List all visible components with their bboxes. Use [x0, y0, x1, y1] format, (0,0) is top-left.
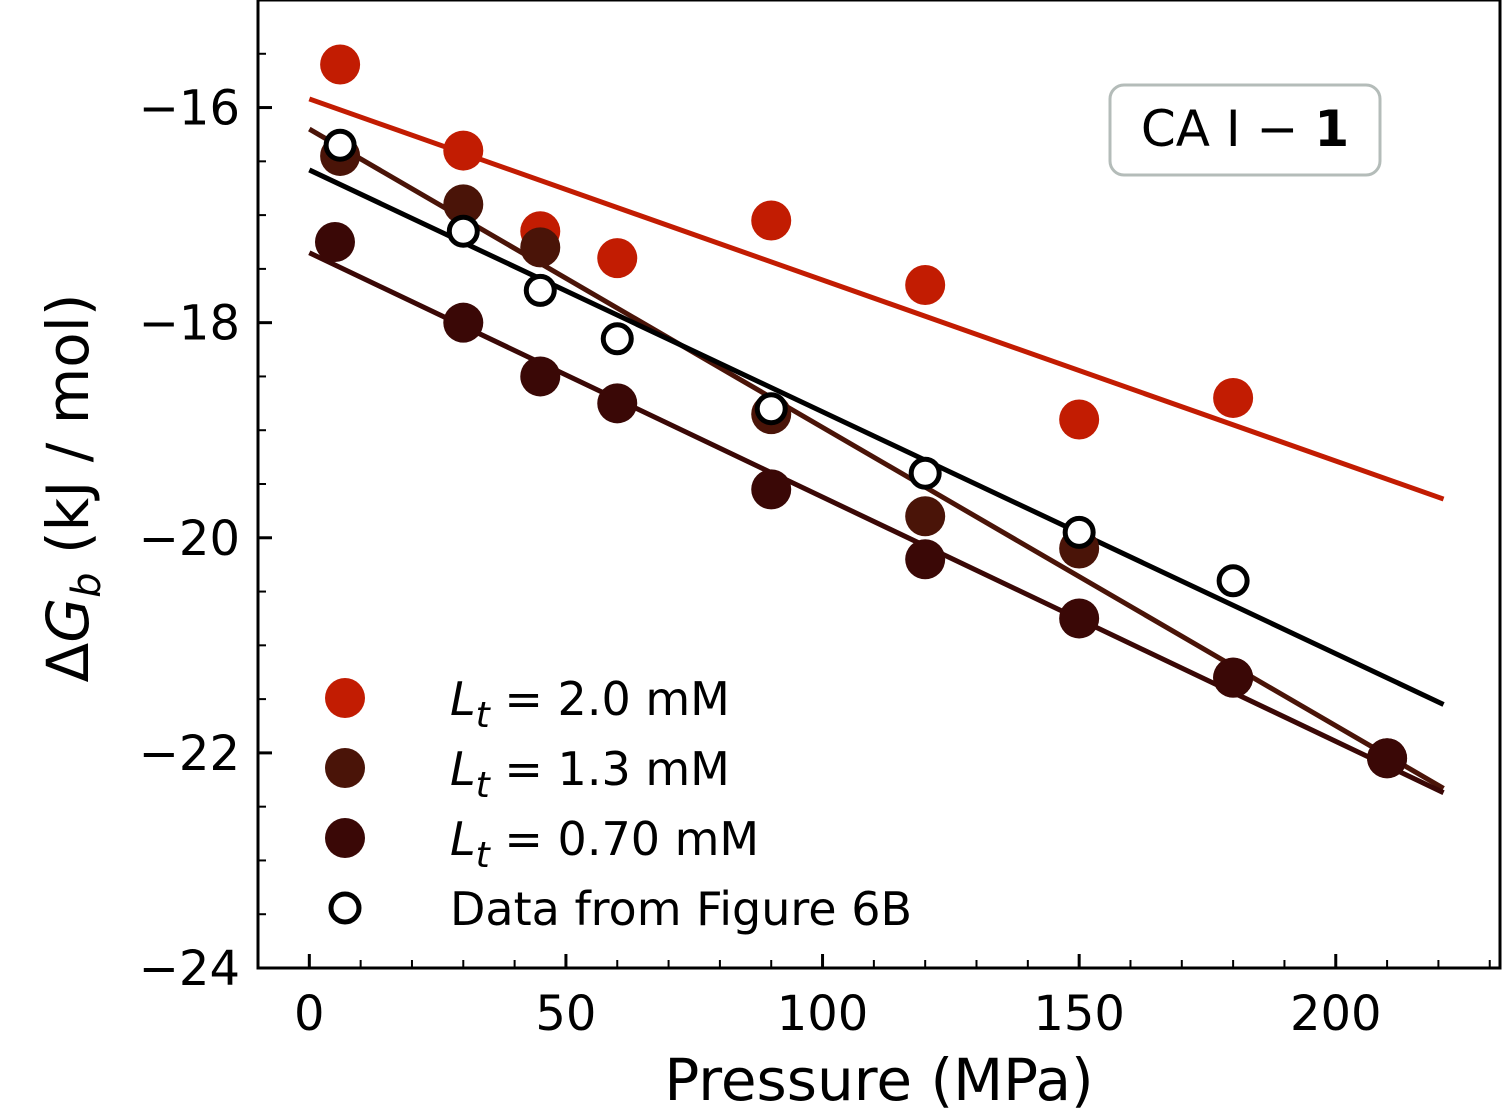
data-point: [908, 456, 942, 490]
data-point: [1062, 515, 1096, 549]
data-point: [523, 273, 557, 307]
data-point: [320, 44, 361, 85]
legend-marker: [325, 818, 365, 858]
annotation-box: [1108, 83, 1382, 177]
y-tick-label: −24: [139, 941, 240, 997]
y-axis-title: ΔGb (kJ / mol): [34, 294, 110, 683]
annotation: CA I − 1: [1108, 83, 1382, 177]
fit-line: [308, 96, 1445, 502]
data-point: [1213, 657, 1254, 698]
fit-lines: [308, 96, 1445, 795]
x-tick-label: 100: [777, 986, 869, 1042]
x-axis-title: Pressure (MPa): [664, 1046, 1093, 1114]
fit-line: [308, 167, 1445, 707]
fit-line: [308, 126, 1445, 791]
data-points: [314, 44, 1408, 779]
data-point: [1213, 377, 1254, 418]
x-tick-label: 0: [294, 986, 325, 1042]
legend-label: Lt = 2.0 mM: [450, 672, 730, 736]
data-point: [600, 322, 634, 356]
x-tick-label: 150: [1033, 986, 1125, 1042]
y-tick-label: −20: [139, 511, 240, 567]
data-point: [1216, 564, 1250, 598]
legend-label: Lt = 1.3 mM: [450, 742, 730, 806]
data-point: [323, 128, 357, 162]
data-point: [520, 227, 561, 268]
y-tick-label: −16: [139, 81, 240, 137]
data-point: [597, 383, 638, 424]
data-point: [443, 130, 484, 171]
data-point: [520, 356, 561, 397]
data-point: [446, 214, 480, 248]
data-point: [905, 265, 946, 306]
data-point: [751, 469, 792, 510]
data-point: [314, 222, 355, 262]
y-tick-label: −18: [139, 296, 240, 352]
y-tick-label: −22: [139, 726, 240, 782]
data-point: [597, 238, 638, 279]
data-point: [754, 392, 788, 426]
legend-label: Data from Figure 6B: [450, 882, 912, 936]
data-point: [905, 496, 946, 537]
data-point: [443, 302, 484, 343]
legend-marker: [325, 748, 365, 788]
legend-marker: [325, 678, 365, 718]
data-point: [751, 200, 792, 241]
data-point: [443, 184, 484, 225]
x-tick-label: 200: [1290, 986, 1382, 1042]
annotation-label: CA I − 1: [1141, 100, 1349, 158]
data-point: [1059, 399, 1100, 440]
x-tick-label: 50: [535, 986, 596, 1042]
fit-line: [308, 250, 1445, 795]
axis-ticks: 0 50 100 150 200 −16 −18 −20 −22 −24: [139, 0, 1491, 1042]
data-point: [905, 539, 946, 580]
legend-marker: [328, 891, 362, 925]
data-point: [1059, 598, 1100, 639]
legend-label: Lt = 0.70 mM: [450, 812, 759, 876]
data-point: [1367, 738, 1408, 779]
